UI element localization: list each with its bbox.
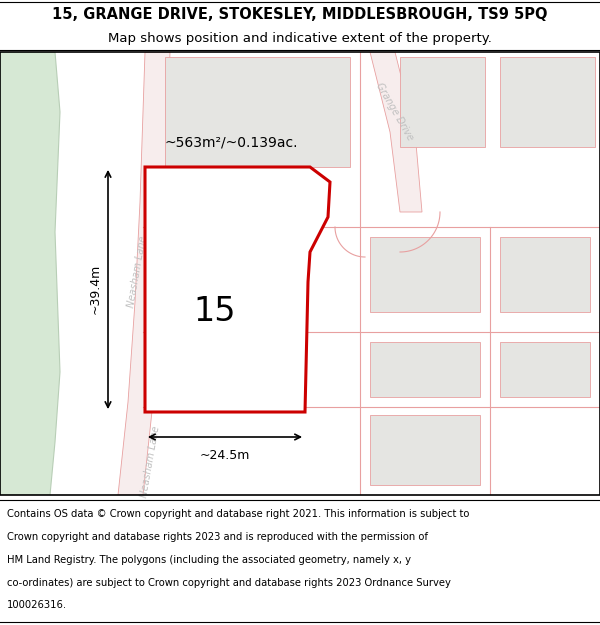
Bar [165,57,350,167]
Text: ~563m²/~0.139ac.: ~563m²/~0.139ac. [165,136,299,150]
Text: Crown copyright and database rights 2023 and is reproduced with the permission o: Crown copyright and database rights 2023… [7,532,428,542]
Bar [370,415,480,485]
Text: ~39.4m: ~39.4m [89,264,102,314]
Text: 100026316.: 100026316. [7,600,67,610]
Text: Neasham Lane: Neasham Lane [139,426,161,499]
Bar [400,57,485,147]
Bar [500,57,595,147]
Bar [500,342,590,397]
Text: ~24.5m: ~24.5m [200,449,250,462]
Text: Map shows position and indicative extent of the property.: Map shows position and indicative extent… [108,32,492,45]
Text: 15, GRANGE DRIVE, STOKESLEY, MIDDLESBROUGH, TS9 5PQ: 15, GRANGE DRIVE, STOKESLEY, MIDDLESBROU… [52,7,548,22]
Bar [370,237,480,312]
Text: 15: 15 [194,296,236,329]
Text: HM Land Registry. The polygons (including the associated geometry, namely x, y: HM Land Registry. The polygons (includin… [7,555,411,565]
Polygon shape [118,52,170,495]
Text: Neasham Lane: Neasham Lane [126,236,148,309]
Polygon shape [145,167,330,412]
Text: Grange Drive: Grange Drive [374,81,416,142]
Polygon shape [370,52,422,212]
Text: co-ordinates) are subject to Crown copyright and database rights 2023 Ordnance S: co-ordinates) are subject to Crown copyr… [7,578,451,587]
Polygon shape [0,52,60,495]
Bar [500,237,590,312]
Bar [370,342,480,397]
Text: Contains OS data © Crown copyright and database right 2021. This information is : Contains OS data © Crown copyright and d… [7,509,470,519]
